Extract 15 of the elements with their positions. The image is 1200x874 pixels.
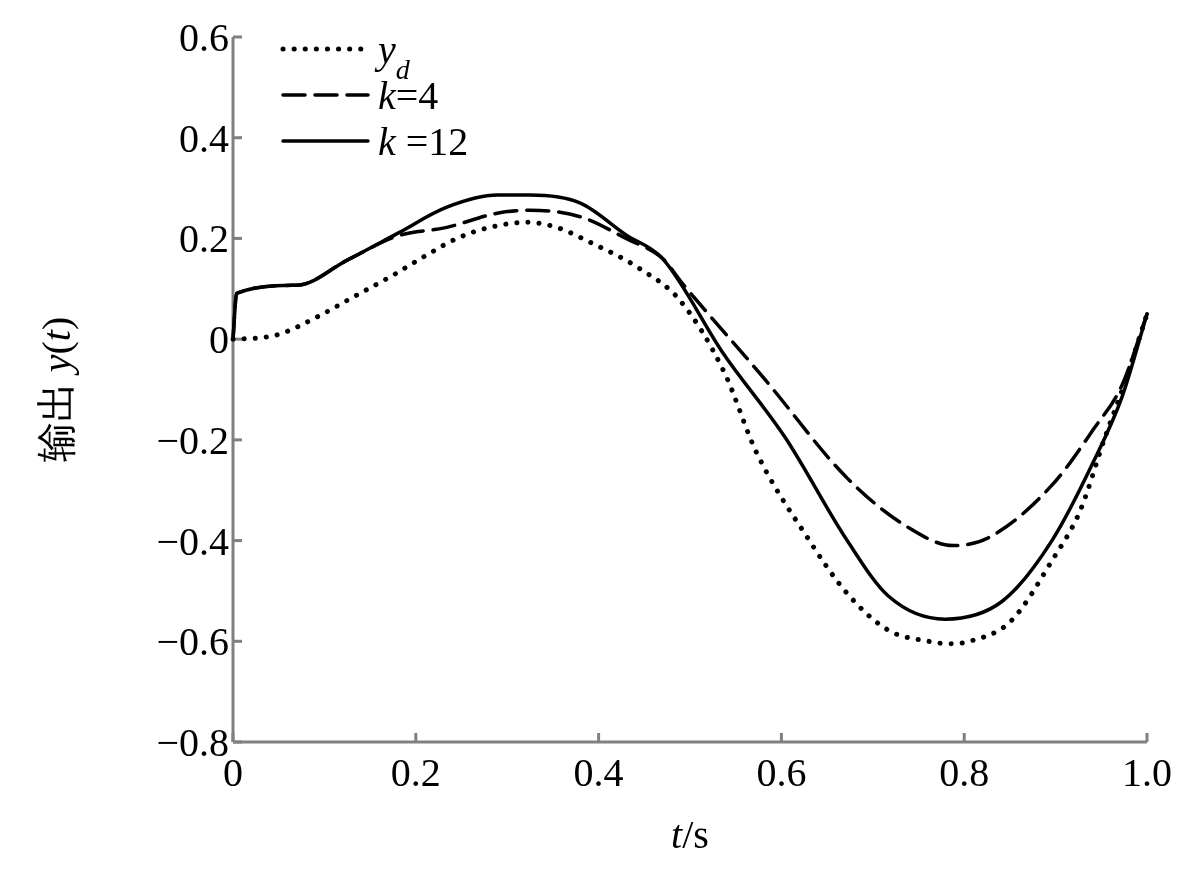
legend-label: k =12 [378,119,469,164]
y-tick-label: 0 [209,317,229,363]
x-tick-label: 1.0 [1122,750,1172,795]
x-tick-label: 0.2 [390,750,441,795]
x-axis-title: t/s [671,812,709,857]
x-tick-label: 0.4 [573,750,624,795]
y-tick-label: −0.6 [156,619,229,665]
y-tick-label: −0.4 [156,518,229,564]
x-tick-label: 0.6 [756,750,807,795]
y-tick-label: −0.2 [156,417,229,463]
y-tick-label: 0.2 [179,216,229,262]
y-tick-label: 0.4 [179,115,229,161]
x-tick-label: 0.8 [939,750,990,795]
y-tick-label: 0.6 [179,15,229,60]
y-axis-title: 输出 y(t) [34,316,79,463]
